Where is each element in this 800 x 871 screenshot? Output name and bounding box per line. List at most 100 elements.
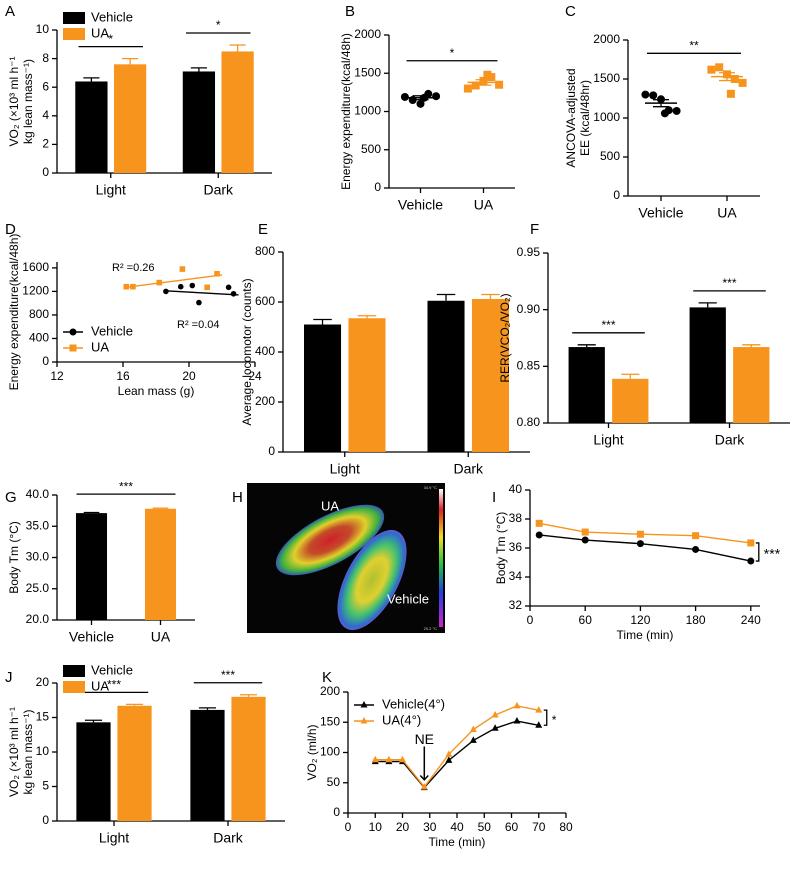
y-tick-label: 0.85 xyxy=(517,359,541,373)
error-bar xyxy=(83,511,100,514)
data-point xyxy=(692,545,700,553)
data-point xyxy=(416,99,425,108)
error-bar xyxy=(84,719,103,723)
y-tick-label: 10 xyxy=(36,744,50,758)
x-tick-label: 180 xyxy=(686,613,706,627)
y-tick-label: 40 xyxy=(509,482,523,496)
r-squared: R² =0.26 xyxy=(112,262,155,274)
x-axis-label: Time (min) xyxy=(617,628,674,642)
x-tick-label: 0 xyxy=(527,613,534,627)
y-axis-label: VO₂ (ml/h) xyxy=(305,725,319,781)
annotation: NE xyxy=(415,731,434,747)
x-tick-label: 20 xyxy=(396,820,410,834)
y-tick-label: 800 xyxy=(29,307,49,321)
image-label: UA xyxy=(321,498,339,513)
bar xyxy=(303,324,342,452)
x-tick-label: 40 xyxy=(450,820,464,834)
y-tick-label: 400 xyxy=(255,344,275,358)
data-point xyxy=(420,782,428,790)
significance-label: *** xyxy=(221,668,235,682)
legend-swatch xyxy=(63,681,85,693)
fit-line xyxy=(165,290,239,296)
bar xyxy=(348,318,386,452)
y-tick-label: 2 xyxy=(42,137,49,151)
legend-swatch xyxy=(63,28,85,40)
significance-bracket xyxy=(755,542,760,562)
x-tick-label: 20 xyxy=(182,369,196,383)
x-tick-label: Dark xyxy=(213,830,244,846)
y-tick-label: 0 xyxy=(613,188,620,202)
data-point xyxy=(535,706,543,713)
x-tick-label: 60 xyxy=(505,820,519,834)
data-point xyxy=(204,284,210,291)
x-tick-label: Dark xyxy=(715,432,746,448)
significance-label: * xyxy=(552,713,557,727)
x-tick-label: 60 xyxy=(579,613,593,627)
y-axis-label: EE (kcal/48hr) xyxy=(578,80,592,156)
data-point xyxy=(371,755,379,763)
legend-label: UA xyxy=(91,339,109,354)
error-bar xyxy=(719,72,735,82)
data-point xyxy=(581,528,589,536)
bar xyxy=(612,378,649,423)
data-point xyxy=(513,717,521,724)
y-tick-label: 25.0 xyxy=(26,581,50,595)
panel-letter: A xyxy=(5,3,15,20)
data-point xyxy=(535,531,543,539)
color-scale xyxy=(439,489,443,627)
data-point xyxy=(747,557,755,565)
significance-label: * xyxy=(216,18,221,32)
x-tick-label: Light xyxy=(330,461,360,477)
data-point xyxy=(513,701,521,709)
x-tick-label: 16 xyxy=(116,369,130,383)
scale-label: 34.9 °C xyxy=(424,485,437,490)
legend-marker xyxy=(360,701,368,708)
data-point xyxy=(672,106,681,115)
data-point xyxy=(177,283,184,290)
y-tick-label: 34 xyxy=(509,569,523,583)
data-point xyxy=(726,89,735,98)
significance-label: * xyxy=(450,46,455,60)
data-point xyxy=(463,84,472,93)
legend-label: UA xyxy=(91,25,109,40)
x-tick-label: 80 xyxy=(559,820,573,834)
y-tick-label: 200 xyxy=(320,684,340,698)
bar xyxy=(231,696,266,821)
error-bar xyxy=(239,694,258,697)
x-tick-label: Vehicle xyxy=(398,197,443,213)
y-tick-label: 32 xyxy=(509,598,523,612)
x-tick-label: 240 xyxy=(741,613,761,627)
data-point xyxy=(495,80,504,89)
panel-letter: D xyxy=(5,221,16,238)
significance-label: ** xyxy=(689,38,699,52)
significance-label: *** xyxy=(107,678,121,692)
legend-swatch xyxy=(63,12,85,24)
data-point xyxy=(747,539,755,547)
bar xyxy=(190,709,225,821)
error-bar xyxy=(653,99,669,108)
annotation-arrow xyxy=(419,746,429,781)
y-tick-label: 100 xyxy=(320,745,340,759)
data-point xyxy=(692,532,700,540)
y-tick-label: 30.0 xyxy=(26,550,50,564)
y-tick-label: 8 xyxy=(42,51,49,65)
x-tick-label: 30 xyxy=(423,820,437,834)
data-point xyxy=(535,721,543,728)
x-tick-label: UA xyxy=(151,629,171,645)
error-bar xyxy=(742,344,761,348)
y-tick-label: 20 xyxy=(36,675,50,689)
bar xyxy=(75,81,108,173)
y-tick-label: 20.0 xyxy=(26,612,50,626)
panel-letter: J xyxy=(5,669,13,686)
data-point xyxy=(738,78,747,87)
significance-label: * xyxy=(108,32,113,46)
y-tick-label: 1200 xyxy=(22,284,49,298)
y-tick-label: 2000 xyxy=(593,32,620,46)
error-bar xyxy=(83,77,100,82)
y-tick-label: 400 xyxy=(29,331,49,345)
panel-letter: C xyxy=(565,3,576,20)
data-point xyxy=(730,75,739,83)
data-point xyxy=(491,724,499,731)
series-line xyxy=(375,720,539,789)
